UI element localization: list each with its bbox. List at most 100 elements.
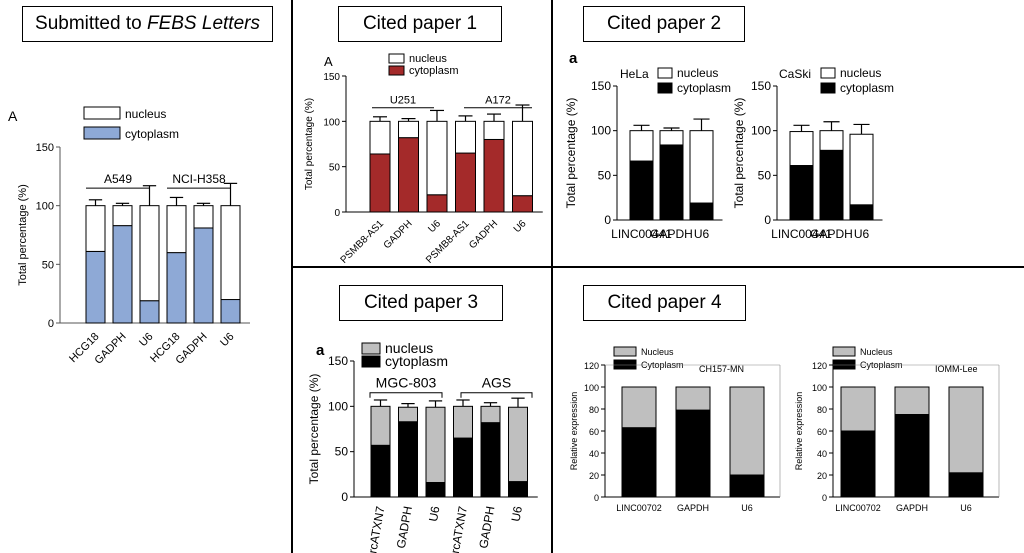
y-tick-label: 150: [328, 354, 348, 368]
bar-nucleus: [849, 133, 874, 206]
legend-swatch-cytoplasm: [820, 82, 836, 94]
x-tick-label: LINC00441: [611, 227, 672, 241]
bar-cytoplasm: [675, 409, 711, 498]
bar-cytoplasm: [689, 202, 714, 221]
legend-swatch-cytoplasm: [388, 65, 405, 76]
bar-cytoplasm: [894, 414, 930, 498]
bar-cytoplasm: [370, 444, 391, 498]
panel-label: A: [324, 54, 333, 69]
y-tick-label: 60: [589, 427, 599, 437]
y-tick-label: 150: [751, 79, 771, 93]
legend-label-nucleus: nucleus: [840, 66, 881, 80]
y-tick-label: 150: [36, 142, 54, 154]
legend-swatch-nucleus: [832, 346, 856, 357]
bar-nucleus: [369, 120, 391, 155]
y-tick-label: 50: [758, 168, 772, 182]
y-tick-label: 100: [591, 124, 611, 138]
x-tick-label: GADPH: [382, 218, 415, 251]
bar-cytoplasm: [629, 160, 654, 221]
cell-line-title: CH157-MN: [699, 364, 744, 374]
panel-label: A: [8, 108, 18, 124]
x-tick-label: U6: [509, 505, 526, 523]
bar-cytoplasm: [455, 152, 476, 213]
group-bracket: [460, 392, 533, 398]
y-tick-label: 0: [48, 318, 54, 330]
bar-cytoplasm: [621, 427, 657, 498]
legend-swatch-nucleus: [388, 53, 405, 64]
bar-cytoplasm: [426, 194, 448, 213]
y-tick-label: 0: [764, 213, 771, 227]
panel-label: a: [569, 50, 578, 67]
x-tick-label: LINC00702: [616, 503, 662, 513]
bar-cytoplasm: [112, 225, 133, 324]
y-tick-label: 50: [42, 259, 54, 271]
y-tick-label: 100: [584, 383, 599, 393]
x-tick-label: U6: [694, 227, 710, 241]
x-tick-label: LINC00702: [835, 503, 881, 513]
y-tick-label: 50: [598, 168, 612, 182]
legend-label-nucleus: nucleus: [409, 53, 447, 65]
y-tick-label: 40: [817, 449, 827, 459]
y-tick-label: 0: [604, 213, 611, 227]
bar-nucleus: [483, 120, 505, 140]
bar-cytoplasm: [480, 422, 501, 498]
legend-swatch-cytoplasm: [832, 359, 856, 370]
bar-cytoplasm: [948, 472, 984, 498]
bar-nucleus: [139, 205, 160, 302]
y-tick-label: 150: [323, 72, 340, 83]
y-axis-label: Total percentage (%): [304, 98, 315, 190]
legend-swatch-cytoplasm: [657, 82, 673, 94]
bar-nucleus: [220, 205, 241, 301]
group-label: A172: [485, 95, 511, 107]
x-tick-label: U6: [512, 218, 529, 235]
y-tick-label: 20: [589, 471, 599, 481]
bar-nucleus: [85, 205, 106, 252]
group-label: MGC-803: [376, 375, 437, 391]
x-tick-label: U6: [854, 227, 870, 241]
submitted-title-box: Submitted to FEBS Letters: [22, 6, 273, 42]
y-tick-label: 100: [812, 383, 827, 393]
bar-cytoplasm: [483, 138, 505, 213]
bar-cytoplasm: [840, 430, 876, 498]
bar-nucleus: [819, 130, 844, 151]
x-tick-label: U6: [137, 331, 155, 349]
x-tick-label: GAPDH: [677, 503, 709, 513]
cell-line-title: IOMM-Lee: [935, 364, 978, 374]
bar-cytoplasm: [398, 421, 418, 498]
submitted-title-journal: FEBS Letters: [146, 13, 260, 34]
bar-nucleus: [789, 131, 814, 167]
legend-label-nucleus: Nucleus: [641, 347, 674, 357]
bar-cytoplasm: [193, 227, 214, 324]
legend-swatch-cytoplasm: [613, 359, 637, 370]
bar-nucleus: [370, 405, 391, 446]
y-tick-label: 100: [36, 201, 54, 213]
bar-cytoplasm: [453, 437, 473, 498]
legend-swatch-cytoplasm: [83, 126, 121, 140]
bar-cytoplasm: [166, 252, 187, 324]
bar-cytoplasm: [849, 204, 874, 221]
y-tick-label: 20: [817, 471, 827, 481]
cited-paper-1-title: Cited paper 1: [338, 6, 502, 42]
bar-cytoplasm: [508, 481, 528, 498]
bar-nucleus: [675, 386, 711, 411]
legend-label-nucleus: nucleus: [385, 340, 433, 356]
bar-nucleus: [729, 386, 765, 476]
legend-label-nucleus: Nucleus: [860, 347, 893, 357]
bar-nucleus: [689, 130, 714, 204]
y-axis-label: Total percentage (%): [732, 98, 746, 209]
panel-label: a: [316, 342, 325, 359]
legend-swatch-cytoplasm: [361, 355, 381, 368]
y-tick-label: 0: [341, 490, 348, 504]
bar-cytoplasm: [369, 153, 391, 213]
cited-paper-4-title: Cited paper 4: [583, 285, 746, 321]
y-tick-label: 40: [589, 449, 599, 459]
y-axis-label: Relative expression: [569, 392, 579, 471]
group-label: NCI-H358: [172, 172, 226, 186]
bar-nucleus: [398, 406, 418, 423]
y-tick-label: 120: [812, 361, 827, 371]
